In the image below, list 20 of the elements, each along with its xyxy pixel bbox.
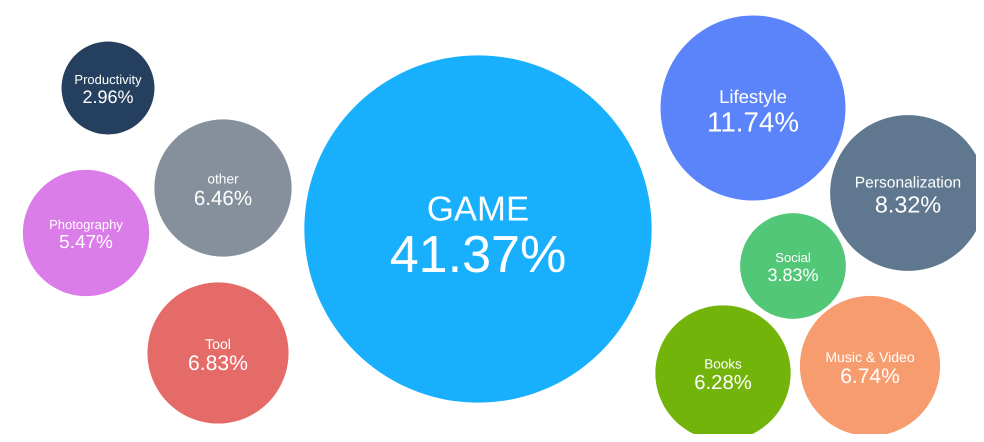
- category-label: Tool: [205, 336, 231, 352]
- category-label: GAME: [426, 190, 530, 228]
- category-label: Personalization: [854, 174, 962, 192]
- category-label: Social: [775, 250, 811, 265]
- data-label: 6.83%: [188, 352, 248, 375]
- data-label: 8.32%: [874, 192, 942, 218]
- category-label: Photography: [49, 217, 124, 232]
- data-label: 6.28%: [694, 372, 752, 394]
- category-label: Books: [704, 356, 742, 372]
- data-label: 41.37%: [390, 226, 566, 284]
- data-label: 6.74%: [840, 365, 900, 388]
- data-label: 2.96%: [82, 87, 134, 107]
- data-label: 11.74%: [706, 106, 800, 138]
- category-label: Lifestyle: [719, 86, 787, 107]
- category-label: other: [207, 172, 240, 186]
- data-label: 3.83%: [767, 265, 819, 285]
- category-label: Productivity: [74, 72, 142, 87]
- data-label: 5.47%: [59, 232, 114, 253]
- data-label: 6.46%: [194, 187, 252, 210]
- category-label: Music & Video: [825, 349, 915, 365]
